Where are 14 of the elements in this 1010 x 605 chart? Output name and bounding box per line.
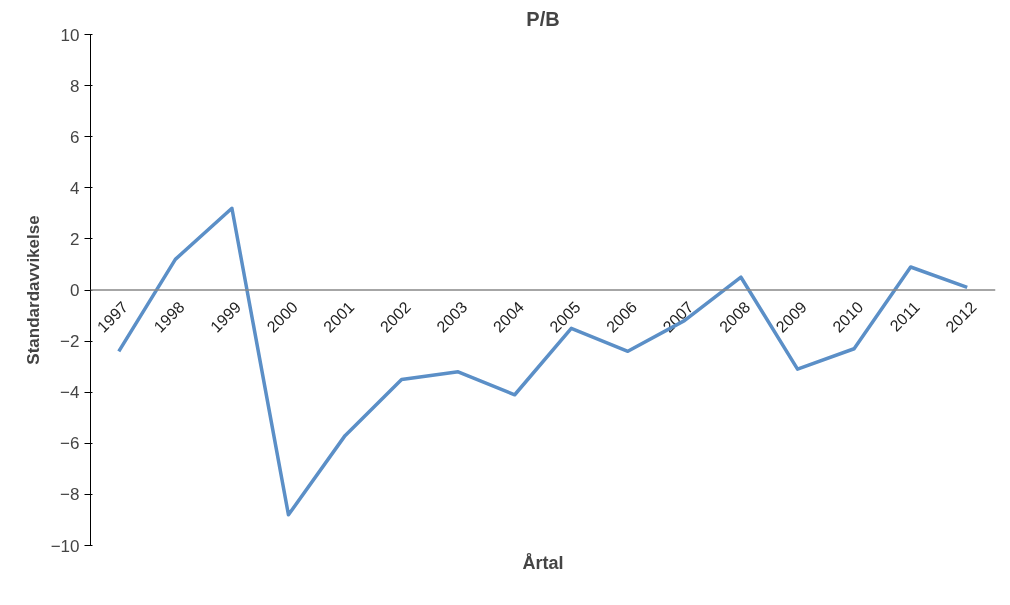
y-tick-label: 10 [60, 25, 80, 45]
y-tick-label: −4 [60, 383, 80, 403]
y-tick-label: −10 [50, 536, 80, 556]
chart-title: P/B [526, 7, 560, 30]
y-tick-label: −2 [60, 332, 80, 352]
y-tick-label: 6 [70, 127, 80, 147]
x-axis-title: Årtal [522, 552, 564, 573]
y-tick-label: 4 [70, 178, 80, 198]
y-tick-label: 0 [70, 281, 80, 300]
y-tick-label: 8 [70, 76, 80, 96]
y-tick-label: −6 [60, 434, 80, 454]
y-axis-title: Standardavvikelse [23, 215, 43, 365]
y-tick-label: −8 [60, 485, 80, 505]
y-tick-label: 2 [70, 229, 80, 249]
